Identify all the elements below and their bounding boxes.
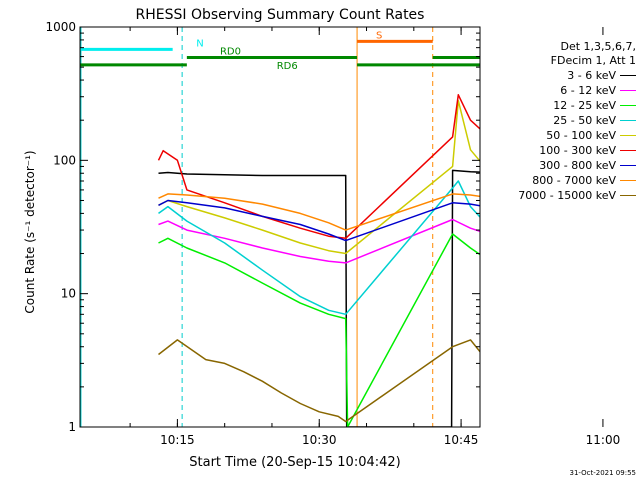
legend-item-label: 6 - 12 keV	[560, 84, 616, 97]
legend-swatch	[620, 135, 636, 136]
x-axis-label: Start Time (20-Sep-15 10:04:42)	[189, 455, 400, 470]
chart-title: RHESSI Observing Summary Count Rates	[136, 7, 425, 23]
x-tick-label-0: 10:15	[160, 433, 195, 447]
series-line-4	[158, 99, 480, 255]
legend: Det 1,3,5,6,7, FDecim 1, Att 1 3 - 6 keV…	[480, 40, 636, 203]
y-tick-label-0: 1	[68, 420, 76, 434]
x-tick-label-1: 10:30	[302, 433, 337, 447]
legend-item: 50 - 100 keV	[480, 128, 636, 143]
legend-item-label: 100 - 300 keV	[539, 144, 616, 157]
y-tick-label-3: 1000	[45, 20, 76, 34]
legend-item: 7000 - 15000 keV	[480, 188, 636, 203]
state-bar-label-2: RD0	[220, 47, 241, 58]
legend-item: 12 - 25 keV	[480, 98, 636, 113]
legend-swatch	[620, 75, 636, 76]
state-bar-label-3: RD6	[277, 61, 298, 72]
legend-swatch	[620, 105, 636, 106]
legend-item-label: 800 - 7000 keV	[532, 174, 616, 187]
legend-swatch	[620, 150, 636, 151]
legend-item-label: 7000 - 15000 keV	[518, 189, 616, 202]
legend-item: 100 - 300 keV	[480, 143, 636, 158]
series-line-5	[157, 94, 480, 240]
legend-item-label: 25 - 50 keV	[553, 114, 616, 127]
legend-item: 25 - 50 keV	[480, 113, 636, 128]
series-line-8	[158, 339, 480, 423]
series-line-0	[158, 169, 480, 427]
series-line-6	[158, 199, 480, 242]
legend-swatch	[620, 180, 636, 181]
legend-item: 6 - 12 keV	[480, 83, 636, 98]
x-tick-label-2: 10:45	[444, 433, 479, 447]
state-bar-label-0: N	[196, 38, 203, 49]
legend-header-line-2: FDecim 1, Att 1	[550, 54, 636, 67]
legend-swatch	[620, 90, 636, 91]
legend-item-label: 50 - 100 keV	[546, 129, 616, 142]
legend-item-label: 300 - 800 keV	[539, 159, 616, 172]
legend-header-line-1: Det 1,3,5,6,7,	[560, 40, 636, 53]
legend-item-label: 12 - 25 keV	[553, 99, 616, 112]
state-bar-label-1: S	[376, 30, 382, 41]
plot-frame	[79, 26, 481, 428]
legend-item: 3 - 6 keV	[480, 68, 636, 83]
timestamp: 31-Oct-2021 09:55	[569, 469, 636, 477]
y-tick-label-1: 10	[61, 287, 76, 301]
series-line-1	[158, 218, 480, 264]
series-line-3	[158, 180, 480, 316]
legend-swatch	[620, 165, 636, 166]
series-line-2	[158, 233, 480, 427]
legend-item: 800 - 7000 keV	[480, 173, 636, 188]
legend-swatch	[620, 120, 636, 121]
series-line-7	[158, 193, 480, 231]
legend-swatch	[620, 195, 636, 196]
x-tick-label-3: 11:00	[586, 433, 621, 447]
legend-item: 300 - 800 keV	[480, 158, 636, 173]
y-axis-label: Count Rate (s⁻¹ detector⁻¹)	[23, 150, 37, 313]
legend-item-label: 3 - 6 keV	[567, 69, 616, 82]
y-tick-label-2: 100	[53, 153, 76, 167]
